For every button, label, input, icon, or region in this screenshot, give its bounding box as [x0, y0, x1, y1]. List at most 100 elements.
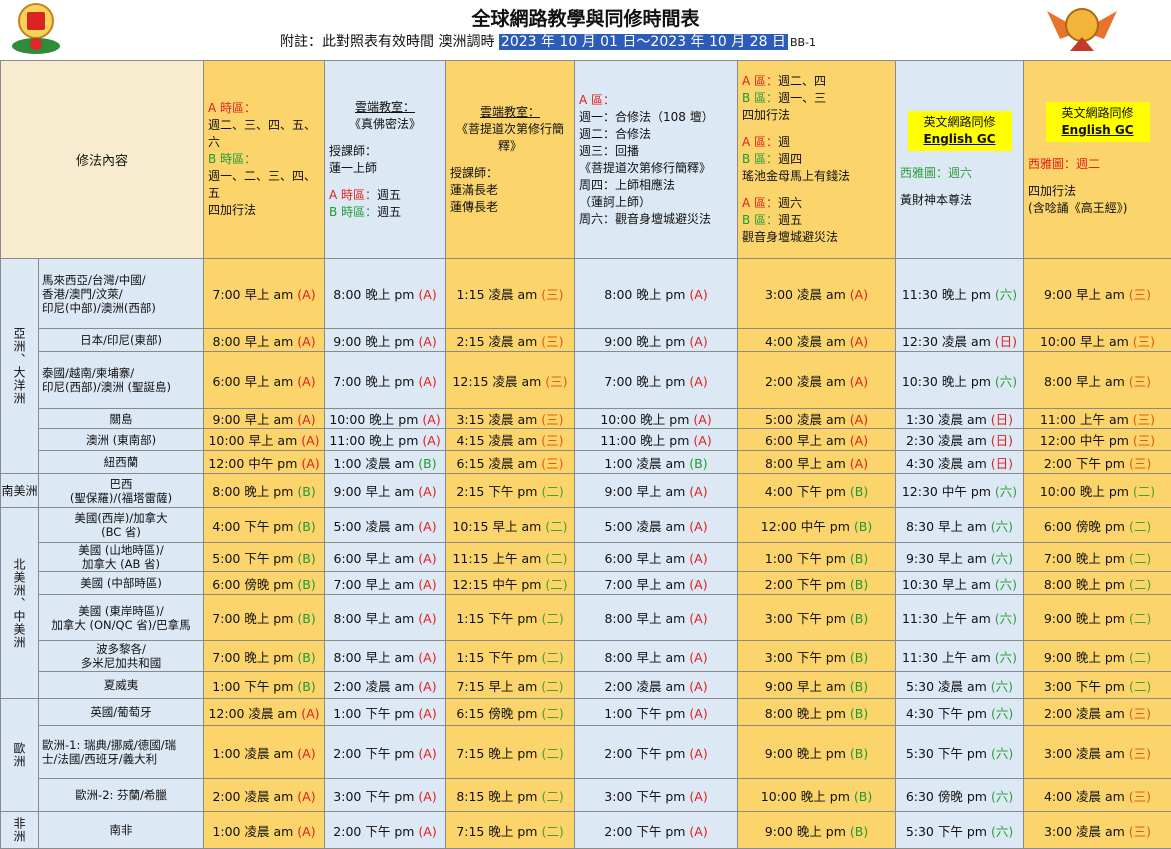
region-name: 非洲	[11, 817, 28, 843]
tag: (A)	[689, 824, 707, 839]
time-cell: 9:00 早上 am (B)	[738, 672, 896, 699]
header-line: 西雅圖：週二	[1028, 156, 1167, 173]
header-line: A 區：週	[742, 134, 891, 151]
tag: (A)	[689, 746, 707, 761]
header-text: B 區：	[742, 152, 778, 166]
time: 12:00 中午 pm	[1040, 433, 1129, 448]
header-line: （蓮訶上師）	[579, 194, 733, 211]
header-text: 週四	[778, 152, 802, 166]
tag: (B)	[854, 519, 872, 534]
header-line: A 區：週二、四	[742, 73, 891, 90]
time-cell: 2:00 下午 pm (B)	[738, 572, 896, 595]
tag: (B)	[297, 519, 315, 534]
tag: (二)	[541, 679, 563, 694]
header-text: 《菩提道次第修行簡釋》	[579, 161, 711, 175]
region-name: 南美洲	[1, 482, 38, 499]
time-cell: 3:00 凌晨 am (三)	[1024, 812, 1171, 849]
region-cell: 非洲	[1, 812, 39, 849]
time: 9:00 晚上 pm	[333, 334, 414, 349]
location-line: 泰國/越南/柬埔寨/	[42, 366, 200, 380]
tag: (A)	[850, 374, 868, 389]
location-line: 波多黎各/	[42, 642, 200, 656]
tag: (A)	[689, 679, 707, 694]
header-line: 四加行法	[742, 107, 891, 124]
time-cell: 10:00 早上 am (三)	[1024, 329, 1171, 352]
logo-right	[1042, 1, 1122, 59]
tag: (六)	[991, 746, 1013, 761]
time: 5:00 凌晨 am	[765, 412, 846, 427]
tag: (二)	[1129, 551, 1151, 566]
location-line: 日本/印尼(東部)	[42, 333, 200, 347]
time-cell: 7:00 晚上 pm (B)	[204, 595, 325, 641]
tag: (二)	[541, 484, 563, 499]
time: 4:00 下午 pm	[765, 484, 846, 499]
time-cell: 5:30 凌晨 am (六)	[896, 672, 1024, 699]
date-range: 2023 年 10 月 01 日～2023 年 10 月 28 日	[499, 34, 788, 50]
tag: (B)	[297, 484, 315, 499]
header-line: 雲端教室：	[329, 99, 441, 116]
location-line: 歐洲-2: 芬蘭/希臘	[42, 788, 200, 802]
tag: (A)	[418, 519, 436, 534]
schedule-row: 澳洲 (東南部)10:00 早上 am (A)11:00 晚上 pm (A)4:…	[1, 429, 1171, 451]
tag: (B)	[850, 706, 868, 721]
schedule-row: 泰國/越南/柬埔寨/印尼(西部)/澳洲 (聖誕島)6:00 早上 am (A)7…	[1, 352, 1171, 409]
header-block: 四加行法(含唸誦《高王經》)	[1028, 183, 1167, 217]
tag: (六)	[995, 650, 1017, 665]
header-block: 西雅圖：週二	[1028, 156, 1167, 173]
region-cell: 北美洲、中美洲	[1, 508, 39, 699]
location-line: 加拿大 (AB 省)	[42, 557, 200, 571]
time-cell: 10:15 早上 am (二)	[446, 508, 575, 543]
time: 8:00 早上 am	[604, 650, 685, 665]
tag: (A)	[689, 334, 707, 349]
tag: (A)	[418, 746, 436, 761]
tag: (二)	[1129, 577, 1151, 592]
time-cell: 2:30 凌晨 am (日)	[896, 429, 1024, 451]
time-cell: 9:30 早上 am (六)	[896, 543, 1024, 572]
header-line: B 區：週四	[742, 151, 891, 168]
time-cell: 2:00 凌晨 am (A)	[738, 352, 896, 409]
time-cell: 6:00 早上 am (A)	[738, 429, 896, 451]
time: 5:00 凌晨 am	[604, 519, 685, 534]
tag: (A)	[850, 456, 868, 471]
header-line: 四加行法	[208, 202, 320, 219]
title: 全球網路教學與同修時間表	[0, 4, 1171, 31]
time-cell: 4:30 凌晨 am (日)	[896, 451, 1024, 474]
time: 9:00 早上 am	[333, 484, 414, 499]
time-cell: 8:00 早上 am (A)	[738, 451, 896, 474]
tag: (A)	[418, 287, 436, 302]
tag: (二)	[1129, 679, 1151, 694]
time-cell: 1:00 凌晨 am (A)	[204, 726, 325, 779]
header-line: 周六：觀音身壇城避災法	[579, 211, 733, 228]
time-cell: 7:00 晚上 pm (A)	[325, 352, 446, 409]
time: 11:30 晚上 pm	[902, 287, 991, 302]
tag: (三)	[541, 287, 563, 302]
time: 8:00 早上 am	[212, 334, 293, 349]
time: 2:00 下午 pm	[765, 577, 846, 592]
time: 6:30 傍晚 pm	[906, 789, 987, 804]
time-cell: 10:00 晚上 pm (A)	[325, 409, 446, 429]
location-line: 馬來西亞/台灣/中國/	[42, 273, 200, 287]
tag: (A)	[301, 433, 319, 448]
schedule-row: 北美洲、中美洲美國(西岸)/加拿大(BC 省)4:00 下午 pm (B)5:0…	[1, 508, 1171, 543]
time-cell: 12:15 中午 pm (二)	[446, 572, 575, 595]
tag: (三)	[545, 374, 567, 389]
subtitle: 附註：此對照表有效時間 澳洲調時 2023 年 10 月 01 日～2023 年…	[280, 31, 816, 51]
time: 9:00 早上 am	[604, 484, 685, 499]
time: 2:00 下午 pm	[333, 824, 414, 839]
time: 9:00 晚上 pm	[1044, 650, 1125, 665]
location-cell: 美國 (中部時區)	[39, 572, 204, 595]
location-cell: 馬來西亞/台灣/中國/香港/澳門/汶萊/印尼(中部)/澳洲(西部)	[39, 259, 204, 329]
time: 2:30 凌晨 am	[906, 433, 987, 448]
location-cell: 紐西蘭	[39, 451, 204, 474]
header-text: A 區：	[579, 93, 615, 107]
header-text: 蓮一上師	[329, 161, 377, 175]
header-text: 週五	[778, 213, 802, 227]
tag: (B)	[297, 650, 315, 665]
time: 4:15 凌晨 am	[456, 433, 537, 448]
schedule-row: 亞洲、大洋洲馬來西亞/台灣/中國/香港/澳門/汶萊/印尼(中部)/澳洲(西部)7…	[1, 259, 1171, 329]
time: 10:30 晚上 pm	[902, 374, 991, 389]
